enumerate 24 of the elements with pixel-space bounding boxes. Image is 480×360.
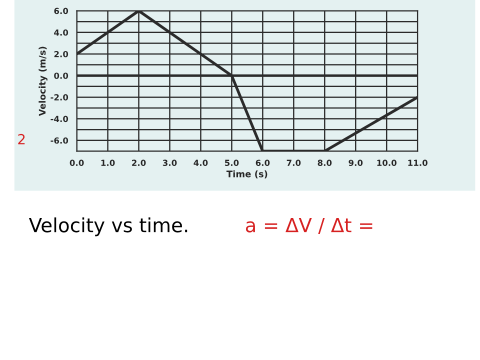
y-axis-title: Velocity (m/s) <box>38 46 48 116</box>
y-tick-label: -2.0 <box>50 94 68 100</box>
x-tick-label: 3.0 <box>162 160 177 166</box>
x-tick-label: 5.0 <box>224 160 239 166</box>
text: a = ΔV / Δt = <box>246 218 372 234</box>
x-tick-label: 1.0 <box>101 160 115 166</box>
x-tick-label: 9.0 <box>348 160 363 166</box>
x-tick-label: 7.0 <box>286 160 301 166</box>
x-tick-label: 8.0 <box>318 160 332 166</box>
y-tick-label: 6.0 <box>54 8 68 14</box>
y-tick-label: -6.0 <box>50 137 68 144</box>
x-tick-label: 6.0 <box>256 160 270 166</box>
y-tick-label: 2.0 <box>54 50 68 58</box>
y-tick-label: 0.0 <box>54 72 68 79</box>
y-tick-label: -4.0 <box>50 116 68 122</box>
text: Velocity vs time. <box>28 217 188 236</box>
x-tick-label: 11.0 <box>408 160 428 166</box>
x-tick-label: 4.0 <box>194 160 208 166</box>
x-tick-label: 2.0 <box>132 160 146 166</box>
x-tick-label: 0.0 <box>70 160 84 166</box>
x-tick-label: 10.0 <box>377 160 396 166</box>
text: 2 <box>18 134 25 144</box>
y-tick-label: 4.0 <box>54 29 68 36</box>
x-axis-title: Time (s) <box>226 170 268 178</box>
